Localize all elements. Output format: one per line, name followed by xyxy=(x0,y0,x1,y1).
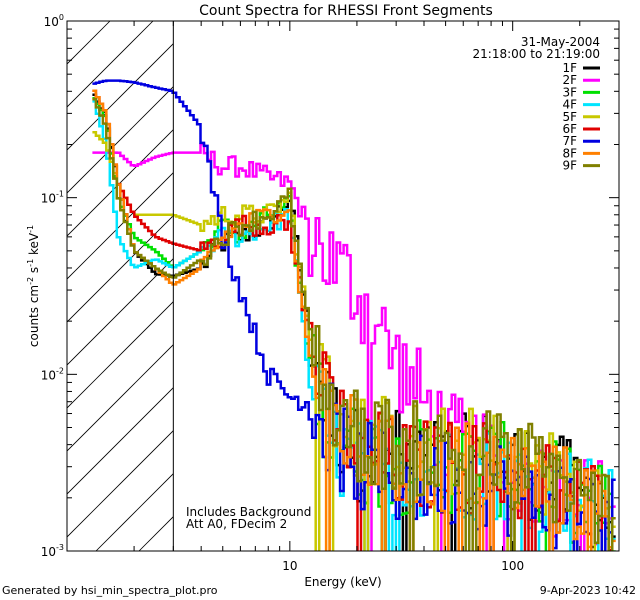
hatch-line xyxy=(67,86,174,194)
y-tick-label-3: 10-3 xyxy=(41,543,64,559)
axis-ticks xyxy=(66,20,620,552)
legend-label-9f: 9F xyxy=(562,159,577,173)
plot-frame xyxy=(66,20,620,552)
annotation-background: Includes Background xyxy=(186,505,311,519)
annotation-attenuator: Att A0, FDecim 2 xyxy=(186,517,287,531)
hatch-region xyxy=(67,21,174,551)
y-tick-label-2: 10-2 xyxy=(41,366,64,382)
legend-label-5f: 5F xyxy=(562,110,577,124)
time-range-label: 21:18:00 to 21:19:00 xyxy=(473,47,600,61)
legend-label-4f: 4F xyxy=(562,98,577,112)
series-group xyxy=(92,79,616,551)
y-axis-label: counts cm-2 s-1 keV-1 xyxy=(26,225,41,347)
hatch-line xyxy=(67,172,174,280)
legend-label-7f: 7F xyxy=(562,134,577,148)
hatch-line xyxy=(67,258,174,366)
x-tick-label-100: 100 xyxy=(501,559,524,573)
series-line-6f xyxy=(92,89,614,551)
y-tick-label-0: 100 xyxy=(44,13,64,29)
hatch-line xyxy=(67,21,154,108)
hatch-line xyxy=(67,215,174,323)
hatch-line xyxy=(67,43,174,151)
legend-label-1f: 1F xyxy=(562,61,577,75)
legend-label-8f: 8F xyxy=(562,146,577,160)
y-tick-label-1: 10-1 xyxy=(41,190,64,206)
hatch-line xyxy=(67,430,174,538)
hatch-line xyxy=(67,387,174,495)
legend-label-6f: 6F xyxy=(562,122,577,136)
legend-label-2f: 2F xyxy=(562,73,577,87)
footer-generated-by: Generated by hsi_min_spectra_plot.pro xyxy=(2,584,218,597)
chart-title: Count Spectra for RHESSI Front Segments xyxy=(199,3,493,19)
series-line-5f xyxy=(92,131,616,551)
date-label: 31-May-2004 xyxy=(521,35,600,49)
legend-label-3f: 3F xyxy=(562,85,577,99)
x-axis-label: Energy (keV) xyxy=(304,575,381,589)
hatch-line xyxy=(67,344,174,452)
footer-timestamp: 9-Apr-2023 10:42 xyxy=(540,584,636,597)
x-tick-label-10: 10 xyxy=(282,559,297,573)
series-line-9f xyxy=(92,98,616,551)
